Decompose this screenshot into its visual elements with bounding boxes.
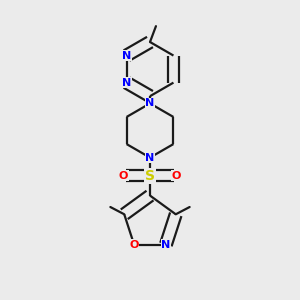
Text: O: O <box>119 171 128 181</box>
Text: O: O <box>172 171 181 181</box>
Text: N: N <box>122 50 131 61</box>
Text: N: N <box>146 98 154 108</box>
Text: N: N <box>146 153 154 163</box>
Text: O: O <box>129 240 139 250</box>
Text: S: S <box>145 169 155 183</box>
Text: N: N <box>122 78 131 88</box>
Text: N: N <box>161 240 170 250</box>
